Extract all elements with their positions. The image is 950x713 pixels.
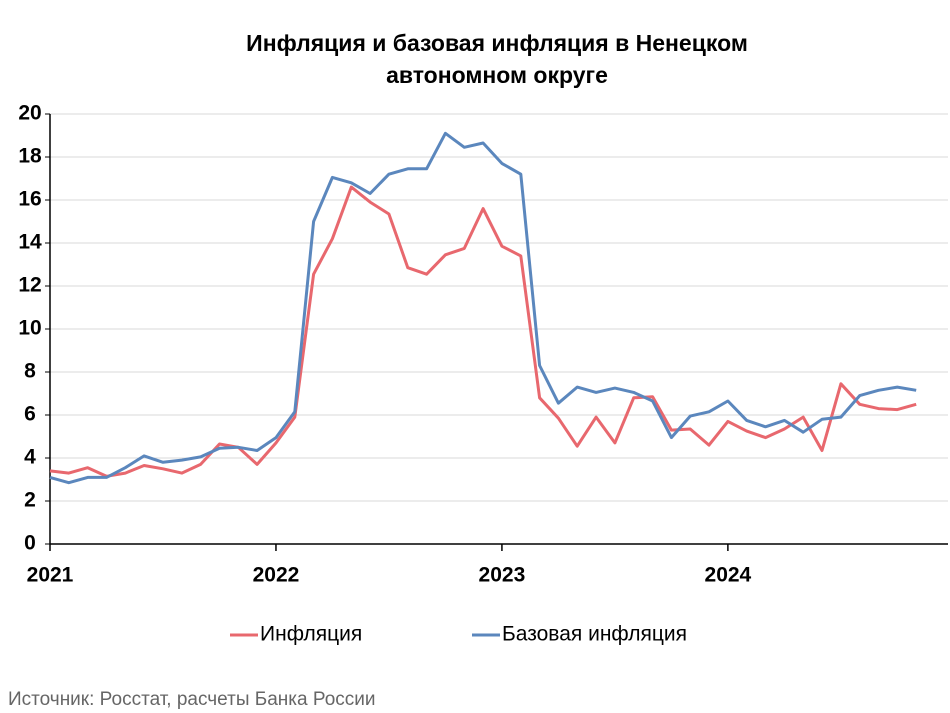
legend-label: Инфляция bbox=[260, 623, 362, 646]
chart-title: Инфляция и базовая инфляция в Ненецком bbox=[246, 30, 748, 56]
series-line bbox=[49, 185, 917, 478]
x-tick-label: 2022 bbox=[253, 564, 300, 587]
x-tick-label: 2023 bbox=[479, 564, 526, 587]
y-tick-label: 4 bbox=[24, 446, 36, 469]
y-tick-label: 10 bbox=[18, 317, 41, 340]
y-tick-label: 16 bbox=[18, 188, 41, 211]
y-tick-label: 18 bbox=[18, 145, 42, 168]
y-tick-label: 20 bbox=[18, 102, 41, 125]
legend-label: Базовая инфляция bbox=[502, 623, 687, 646]
y-tick-label: 12 bbox=[18, 274, 41, 297]
source-note: Источник: Росстат, расчеты Банка России bbox=[8, 689, 376, 710]
x-tick-label: 2024 bbox=[705, 564, 752, 587]
y-tick-label: 0 bbox=[24, 532, 36, 555]
y-tick-label: 2 bbox=[24, 489, 36, 512]
x-tick-label: 2021 bbox=[27, 564, 74, 587]
y-tick-label: 8 bbox=[24, 360, 36, 383]
series-line bbox=[49, 131, 917, 485]
y-tick-label: 6 bbox=[24, 403, 36, 426]
y-tick-label: 14 bbox=[18, 231, 42, 254]
chart-title: автономном округе bbox=[386, 62, 608, 88]
